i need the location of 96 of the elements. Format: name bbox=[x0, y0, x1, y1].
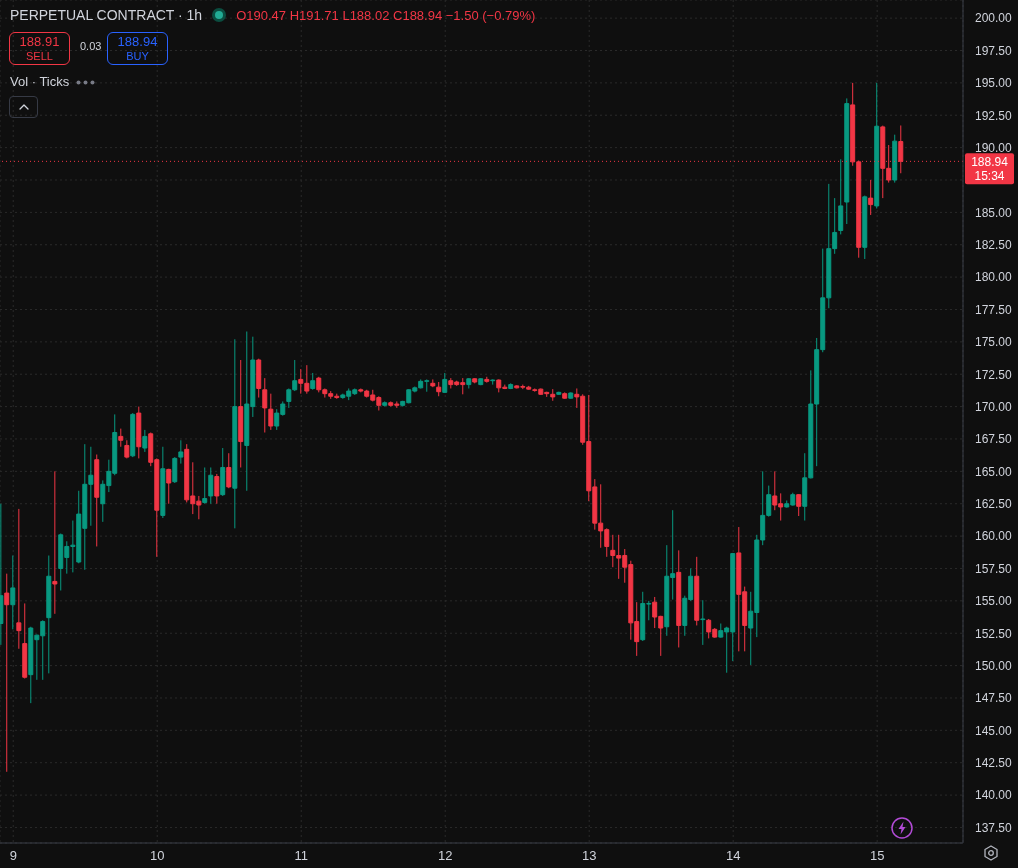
y-tick-label: 185.00 bbox=[975, 205, 1013, 220]
candlestick bbox=[130, 412, 136, 458]
candlestick bbox=[874, 82, 880, 209]
candlestick bbox=[868, 179, 874, 216]
annotation: Vol · Ticks bbox=[10, 74, 70, 89]
y-tick-label: 192.50 bbox=[975, 108, 1013, 123]
y-tick-label: 160.00 bbox=[975, 529, 1013, 544]
y-tick-label: 172.50 bbox=[975, 367, 1013, 382]
candlestick bbox=[232, 338, 238, 529]
candlestick bbox=[310, 372, 316, 391]
buy-button: 188.94 BUY bbox=[107, 32, 168, 65]
candlestick bbox=[484, 376, 490, 384]
x-tick-label: 15 bbox=[869, 848, 885, 864]
candlestick bbox=[382, 400, 388, 408]
annotation: BUY bbox=[126, 49, 149, 62]
x-tick-label: 10 bbox=[150, 848, 165, 864]
y-tick-label: 145.00 bbox=[975, 723, 1013, 738]
candlestick bbox=[490, 378, 496, 386]
candlestick bbox=[568, 391, 574, 400]
candlestick bbox=[442, 372, 448, 394]
x-tick-label: 9 bbox=[9, 848, 17, 864]
y-tick-label: 175.00 bbox=[975, 335, 1013, 350]
x-tick-label: 14 bbox=[725, 848, 741, 864]
candlestick bbox=[430, 378, 436, 388]
candlestick bbox=[838, 158, 844, 235]
y-tick-label: 167.50 bbox=[975, 432, 1013, 447]
sell-button: 188.91 SELL bbox=[9, 32, 70, 65]
y-tick-label: 140.00 bbox=[975, 788, 1013, 803]
candlestick bbox=[892, 134, 898, 184]
candlestick bbox=[238, 359, 244, 468]
candlestick bbox=[478, 377, 484, 386]
candlestick bbox=[4, 573, 10, 773]
annotation: 0.03 bbox=[80, 40, 102, 52]
candlestick bbox=[694, 556, 700, 626]
x-tick-label: 12 bbox=[437, 848, 453, 864]
candlestick bbox=[220, 447, 226, 497]
candlestick bbox=[142, 429, 148, 453]
candlestick bbox=[208, 466, 214, 505]
candlestick bbox=[46, 555, 52, 674]
text: 15:34 bbox=[974, 169, 1005, 184]
candlestick bbox=[436, 381, 442, 397]
y-tick-label: 197.50 bbox=[975, 43, 1013, 58]
text: PERPETUAL CONTRACT · 1h bbox=[10, 7, 203, 23]
candlestick bbox=[22, 602, 28, 680]
candlestick bbox=[136, 406, 142, 459]
candlestick bbox=[562, 391, 568, 400]
text: O190.47 H191.71 L188.02 C188.94 −1.50 (−0.79%) bbox=[236, 7, 536, 23]
y-tick-label: 142.50 bbox=[975, 756, 1013, 771]
candlestick bbox=[550, 388, 556, 402]
candlestick bbox=[124, 439, 130, 459]
candlestick bbox=[262, 377, 268, 434]
x-tick-label: 11 bbox=[294, 848, 308, 864]
candlestick bbox=[166, 468, 172, 505]
candlestick bbox=[202, 466, 208, 505]
y-tick-label: 165.00 bbox=[975, 464, 1013, 479]
candlestick bbox=[160, 446, 166, 519]
candlestick bbox=[226, 452, 232, 489]
y-tick-label: 200.00 bbox=[975, 11, 1013, 26]
y-tick-label: 190.00 bbox=[975, 140, 1013, 155]
annotation: SELL bbox=[26, 49, 53, 62]
candlestick bbox=[10, 555, 16, 630]
y-tick-label: 195.00 bbox=[975, 76, 1013, 91]
candlestick bbox=[556, 391, 562, 396]
candlestick bbox=[862, 195, 868, 260]
y-tick-label: 180.00 bbox=[975, 270, 1013, 285]
y-tick-label: 155.00 bbox=[975, 594, 1013, 609]
y-tick-label: 170.00 bbox=[975, 399, 1013, 414]
candlestick bbox=[796, 493, 802, 517]
candlestick bbox=[700, 599, 706, 646]
candlestick bbox=[16, 508, 22, 650]
candlestick bbox=[118, 428, 124, 448]
candlestick bbox=[466, 377, 472, 389]
candlestick bbox=[94, 454, 100, 547]
y-tick-label: 150.00 bbox=[975, 658, 1013, 673]
candlestick bbox=[676, 549, 682, 648]
y-tick-label: 152.50 bbox=[975, 626, 1013, 641]
x-tick-label: 13 bbox=[581, 848, 597, 864]
annotation: 188.94 bbox=[117, 34, 158, 50]
annotation: 188.91 bbox=[19, 34, 60, 50]
y-tick-label: 157.50 bbox=[975, 561, 1013, 576]
candlestick bbox=[256, 358, 262, 399]
y-tick-label: 162.50 bbox=[975, 497, 1013, 512]
candlestick bbox=[178, 439, 184, 465]
y-tick-label: 177.50 bbox=[975, 302, 1013, 317]
y-tick-label: 137.50 bbox=[975, 820, 1013, 835]
y-tick-label: 147.50 bbox=[975, 691, 1013, 706]
candlestick bbox=[52, 470, 58, 615]
y-tick-label: 182.50 bbox=[975, 238, 1013, 253]
candlestick bbox=[172, 456, 178, 484]
candlestick bbox=[508, 382, 514, 390]
ref-line-label: 188.94 bbox=[971, 155, 1009, 170]
candlestick bbox=[214, 473, 220, 505]
candlestick bbox=[844, 97, 850, 225]
candlestick bbox=[268, 393, 274, 431]
candlestick bbox=[0, 503, 4, 646]
candlestick bbox=[472, 377, 478, 384]
